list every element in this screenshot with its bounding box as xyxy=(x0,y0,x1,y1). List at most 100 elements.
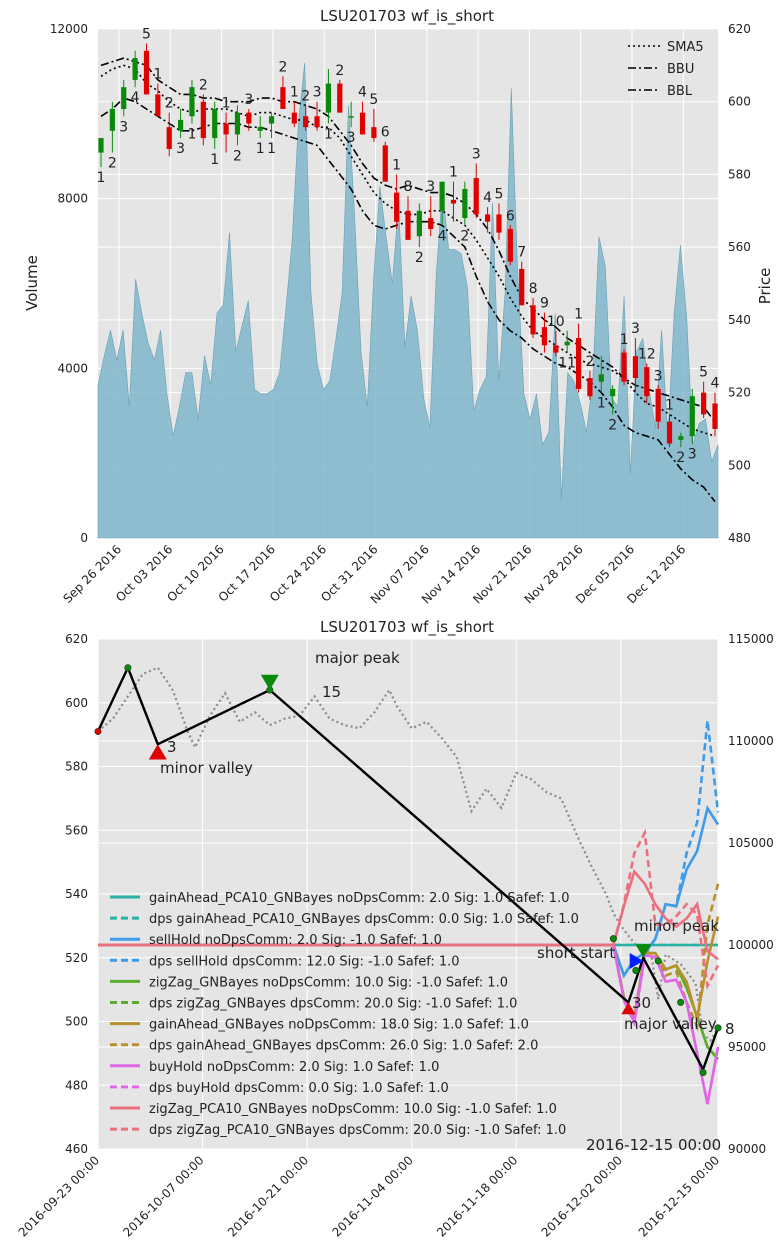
legend-label: buyHold noDpsComm: 2.0 Sig: 1.0 Safef: 1… xyxy=(149,1060,439,1075)
bottom-price-tick-label: 460 xyxy=(65,1142,88,1156)
candle-body xyxy=(450,199,457,204)
annotation-3: 3 xyxy=(167,738,177,756)
candle-count-label: 1 xyxy=(256,141,265,157)
candle-body xyxy=(519,268,525,306)
candle-count-label: 1 xyxy=(153,67,162,83)
candle-count-label: 4 xyxy=(358,85,367,101)
candle-body xyxy=(200,101,206,139)
annotation-minor-valley: minor valley xyxy=(160,759,253,777)
legend-label: dps gainAhead_GNBayes dpsComm: 26.0 Sig:… xyxy=(149,1039,538,1054)
candle-count-label: 1 xyxy=(188,127,197,143)
volume-axis-ticks: 0 4000 8000 12000 xyxy=(50,22,88,545)
annotation-minor-peak: minor peak xyxy=(634,917,719,935)
bottom-price-tick-label: 580 xyxy=(65,760,88,774)
candle-count-label: 11 xyxy=(558,356,576,372)
bottom-price-tick-label: 600 xyxy=(65,696,88,710)
bottom-date-tick-label: 2016-11-04 00:00 xyxy=(329,1153,415,1239)
legend-label: zigZag_PCA10_GNBayes noDpsComm: 10.0 Sig… xyxy=(149,1102,557,1117)
annotation-short-start: short start xyxy=(537,944,615,962)
candle-count-label: 3 xyxy=(688,446,697,462)
annotation-15: 15 xyxy=(322,683,341,701)
legend-label: dps zigZag_GNBayes dpsComm: 20.0 Sig: -1… xyxy=(149,997,517,1012)
volume-tick-label: 0 xyxy=(80,531,88,545)
bottom-date-axis-ticks: 2016-09-23 00:00 2016-10-07 00:00 2016-10-… xyxy=(16,1153,722,1239)
candle-count-label: 3 xyxy=(347,130,356,146)
candle-body xyxy=(666,421,673,444)
pivot-markers xyxy=(94,664,722,1077)
bottom-annotations: major peak 15 3 minor valley short start… xyxy=(160,649,735,1154)
price-axis-label: Price xyxy=(756,268,774,305)
equity-tick-label: 90000 xyxy=(728,1142,766,1156)
candle-body xyxy=(177,119,184,131)
legend-label: dps buyHold dpsComm: 0.0 Sig: 1.0 Safef:… xyxy=(149,1081,449,1096)
candle-count-label: 9 xyxy=(540,296,549,312)
equity-tick-label: 95000 xyxy=(728,1040,766,1054)
minor-peak-marker xyxy=(635,944,652,958)
bottom-date-tick-label: 2016-09-23 00:00 xyxy=(16,1153,102,1239)
candle-body xyxy=(121,87,127,109)
volume-area xyxy=(97,62,719,539)
price-dotted-line xyxy=(97,666,719,1043)
top-legend: SMA5 BBU BBL xyxy=(628,40,704,99)
bottom-price-tick-label: 560 xyxy=(65,823,88,837)
candle-count-label: 3 xyxy=(244,92,253,108)
equity-tick-label: 100000 xyxy=(728,938,774,952)
candle-body xyxy=(507,228,513,262)
candle-count-label: 2 xyxy=(415,250,424,266)
candle-body xyxy=(325,83,332,113)
candle-body xyxy=(598,374,604,382)
candle-count-label: 5 xyxy=(369,92,378,108)
candle-body xyxy=(496,214,502,233)
candle-count-label: 2 xyxy=(301,88,310,104)
candle-body xyxy=(109,108,115,131)
candle-body xyxy=(587,378,593,397)
candle-count-label: 3 xyxy=(472,147,481,163)
candle-body xyxy=(394,192,400,222)
candle-count-label: 2 xyxy=(585,354,594,370)
candle-count-label: 2 xyxy=(608,417,617,433)
bottom-price-tick-label: 520 xyxy=(65,951,88,965)
zigzag-line xyxy=(96,664,720,1073)
annotation-30: 30 xyxy=(632,994,651,1012)
candle-body xyxy=(371,127,377,139)
equity-line xyxy=(98,720,720,979)
top-chart-title: LSU201703 wf_is_short xyxy=(320,7,494,26)
bottom-date-tick-label: 2016-12-15 00:00 xyxy=(636,1153,722,1239)
candle-count-label: 3 xyxy=(631,321,640,337)
price-tick-label: 600 xyxy=(728,95,751,109)
candle-body xyxy=(268,116,275,124)
candle-count-label: 4 xyxy=(483,190,492,206)
bottom-price-tick-label: 540 xyxy=(65,887,88,901)
candle-count-label: 10 xyxy=(547,314,565,330)
candle-body xyxy=(655,388,661,422)
candle-count-label: 2 xyxy=(278,59,287,75)
short-start-marker xyxy=(629,952,644,969)
candle-body xyxy=(223,123,229,135)
candle-body xyxy=(416,210,422,237)
candle-count-label: 1 xyxy=(665,397,674,413)
candle-body xyxy=(257,127,263,131)
bottom-chart: LSU201703 wf_is_short 460 480 500 520 540 560… xyxy=(16,618,774,1240)
candle-count-label: 6 xyxy=(381,125,390,141)
annotation-8: 8 xyxy=(725,1020,735,1038)
candle-count-label: 2 xyxy=(108,156,117,172)
annotation-major-peak: major peak xyxy=(315,649,400,667)
volume-axis-label: Volume xyxy=(23,255,41,311)
bottom-date-tick-label: 2016-12-02 00:00 xyxy=(539,1153,625,1239)
legend-label: gainAhead_PCA10_GNBayes noDpsComm: 2.0 S… xyxy=(149,891,569,906)
candle-count-label: 7 xyxy=(517,245,526,261)
candle-count-label: 2 xyxy=(676,450,685,466)
candle-body xyxy=(189,87,195,117)
candle-count-label: 3 xyxy=(654,368,663,384)
candle-body xyxy=(155,94,161,117)
minor-valley-marker xyxy=(148,744,167,760)
candlesticks xyxy=(98,43,718,448)
candle-body xyxy=(428,218,434,229)
candle-count-label: 12 xyxy=(638,346,656,362)
candle-body xyxy=(644,367,650,397)
equity-axis-ticks: 90000 95000 100000 105000 110000 115000 xyxy=(728,632,774,1156)
bottom-date-tick-label: 2016-10-21 00:00 xyxy=(225,1153,311,1239)
